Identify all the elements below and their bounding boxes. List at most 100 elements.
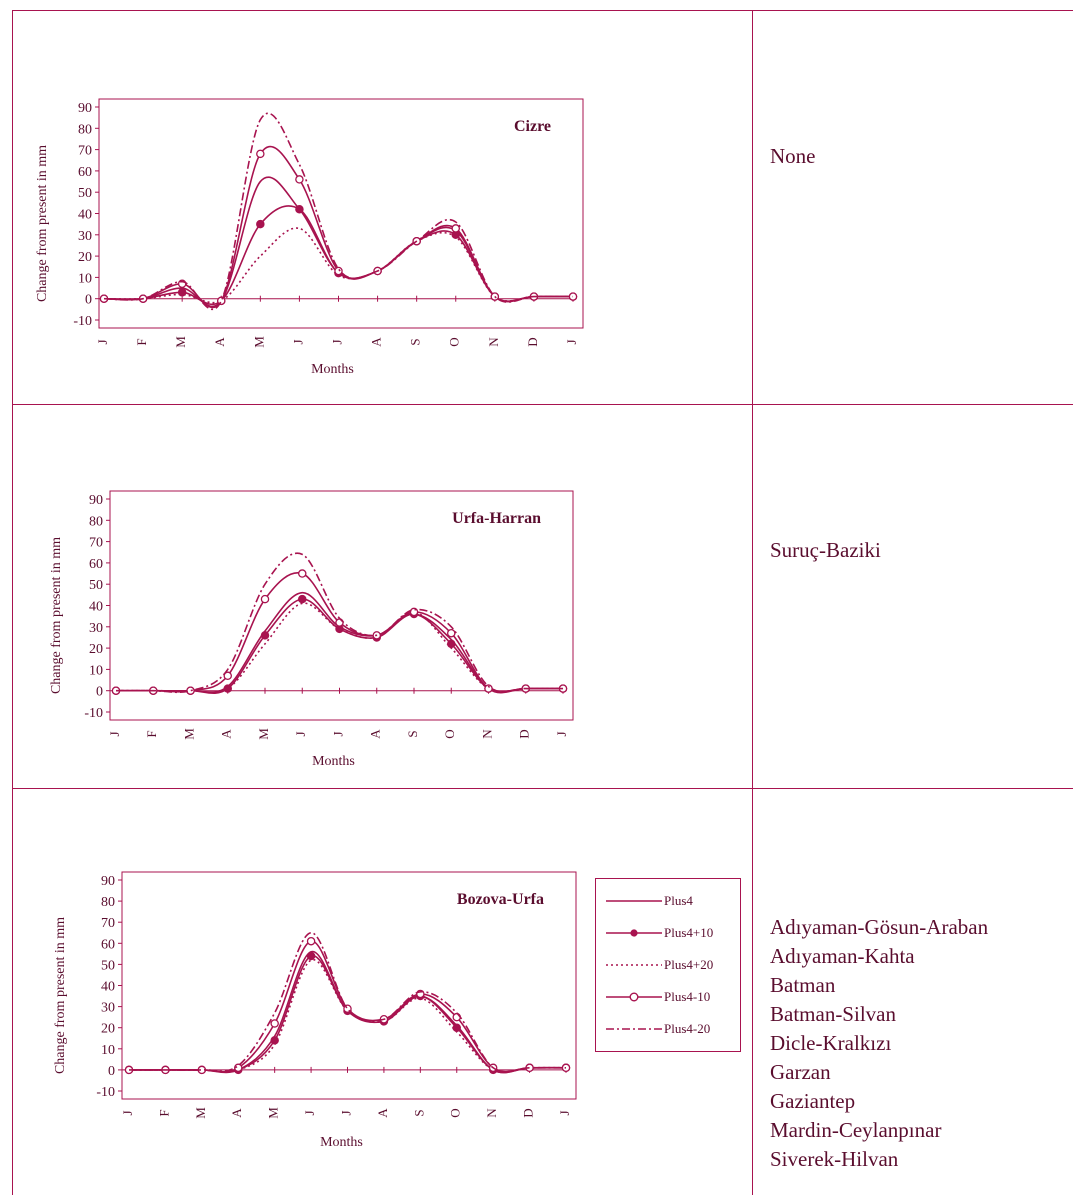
row-divider-1 <box>12 404 1073 405</box>
y-tick-label: -10 <box>84 706 103 721</box>
x-tick-label: J <box>330 731 345 736</box>
legend-label: Plus4-20 <box>664 1021 711 1036</box>
x-tick-label: S <box>405 730 420 737</box>
x-axis-label: Months <box>311 362 354 377</box>
y-axis-label: Change from present in mm <box>53 917 68 1074</box>
y-tick-label: 70 <box>89 536 103 551</box>
x-tick-label: J <box>120 1110 135 1115</box>
legend-item-plus4: Plus4 <box>606 891 736 911</box>
x-tick-label: M <box>173 336 188 348</box>
y-tick-label: 40 <box>78 208 92 223</box>
y-tick-label: 50 <box>78 186 92 201</box>
data-point <box>446 628 456 638</box>
y-tick-label: 0 <box>96 685 103 700</box>
chart-1: 90 80 70 60 50 40 30 20 10 0 -10 J F M A M J J A S O N D J Month… <box>35 98 584 377</box>
x-tick-label: N <box>486 337 501 347</box>
y-tick-label: 70 <box>101 916 115 931</box>
y-tick-label: 0 <box>108 1064 115 1079</box>
y-tick-label: 60 <box>89 557 103 572</box>
site-item: Dicle-Kralkızı <box>770 1031 892 1055</box>
table-frame <box>12 10 1073 1195</box>
y-tick-label: 20 <box>101 1022 115 1037</box>
data-point <box>186 686 195 695</box>
legend: Plus4 Plus4+10 Plus4+20 Plus4-10 Plus4-2… <box>595 878 741 1052</box>
y-tick-label: -10 <box>96 1085 115 1100</box>
data-point <box>270 1036 279 1045</box>
y-tick-label: 10 <box>101 1043 115 1058</box>
data-point <box>295 175 304 184</box>
chart-title: Bozova-Urfa <box>457 891 544 908</box>
data-point <box>484 684 493 693</box>
row-divider-2 <box>12 788 1073 789</box>
data-point <box>295 204 304 214</box>
x-tick-label: J <box>302 1110 317 1115</box>
x-tick-label: J <box>329 339 344 344</box>
x-tick-label: J <box>107 731 122 736</box>
x-tick-label: A <box>369 337 384 347</box>
legend-item-plus4-m20: Plus4-20 <box>606 1019 736 1039</box>
x-tick-label: J <box>554 731 569 736</box>
site-item: Batman-Silvan <box>770 1002 896 1026</box>
y-tick-label: 60 <box>78 165 92 180</box>
row3-site-list: Adıyaman-Gösun-Araban Adıyaman-Kahta Bat… <box>770 913 988 1174</box>
series-line-plus4 <box>116 591 563 693</box>
x-tick-label: M <box>256 728 271 740</box>
series-line-plus4-20 <box>116 552 564 694</box>
y-tick-label: 40 <box>101 980 115 995</box>
x-tick-label: N <box>479 729 494 739</box>
series-line-plus4-20 <box>129 959 567 1073</box>
legend-item-plus4-20p: Plus4+20 <box>606 955 736 975</box>
x-tick-label: A <box>219 729 234 739</box>
y-tick-label: 80 <box>78 122 92 137</box>
y-tick-label: 50 <box>89 578 103 593</box>
x-tick-label: J <box>564 339 579 344</box>
x-tick-label: A <box>375 1108 390 1118</box>
y-tick-label: 90 <box>101 874 115 889</box>
series-line-plus4-20 <box>103 227 573 304</box>
y-tick-label: -10 <box>73 314 92 329</box>
x-tick-label: J <box>338 1110 353 1115</box>
series-line-plus4-10 <box>116 598 563 695</box>
data-point <box>297 569 307 578</box>
column-divider <box>752 10 753 1195</box>
data-point <box>297 594 307 604</box>
x-tick-label: D <box>517 729 532 738</box>
x-tick-label: M <box>266 1107 281 1119</box>
x-tick-label: N <box>484 1108 499 1118</box>
y-tick-label: 90 <box>78 101 92 116</box>
data-point <box>216 296 226 306</box>
y-axis-label: Change from present in mm <box>49 537 64 694</box>
legend-label: Plus4 <box>664 893 693 908</box>
site-item: Siverek-Hilvan <box>770 1147 899 1171</box>
chart-title: Urfa-Harran <box>452 510 541 527</box>
data-point <box>451 224 460 233</box>
y-tick-label: 40 <box>89 600 103 615</box>
legend-item-plus4-m10: Plus4-10 <box>606 987 736 1007</box>
data-point <box>256 149 265 159</box>
x-tick-label: F <box>134 338 149 345</box>
row2-site-text: Suruç-Baziki <box>770 538 881 562</box>
x-tick-label: M <box>181 728 196 740</box>
data-point <box>306 951 316 961</box>
x-tick-label: S <box>408 338 423 345</box>
data-point <box>270 1019 279 1028</box>
y-tick-label: 20 <box>89 642 103 657</box>
y-tick-label: 20 <box>78 250 92 265</box>
x-tick-label: J <box>95 339 110 344</box>
series-line-plus4-20 <box>129 931 566 1073</box>
x-tick-label: O <box>448 1108 463 1117</box>
x-tick-label: O <box>447 337 462 346</box>
data-point <box>306 936 316 946</box>
y-tick-label: 50 <box>101 958 115 973</box>
x-tick-label: M <box>251 336 266 348</box>
x-tick-label: O <box>442 729 457 738</box>
series-line-plus4-20 <box>103 112 573 311</box>
x-tick-label: S <box>411 1109 426 1116</box>
data-point <box>452 1023 461 1032</box>
data-point <box>233 1063 243 1073</box>
y-tick-label: 10 <box>78 271 92 286</box>
x-tick-label: F <box>144 730 159 737</box>
data-point <box>446 639 456 649</box>
row1-site-text: None <box>770 144 816 168</box>
x-axis-label: Months <box>312 754 355 769</box>
